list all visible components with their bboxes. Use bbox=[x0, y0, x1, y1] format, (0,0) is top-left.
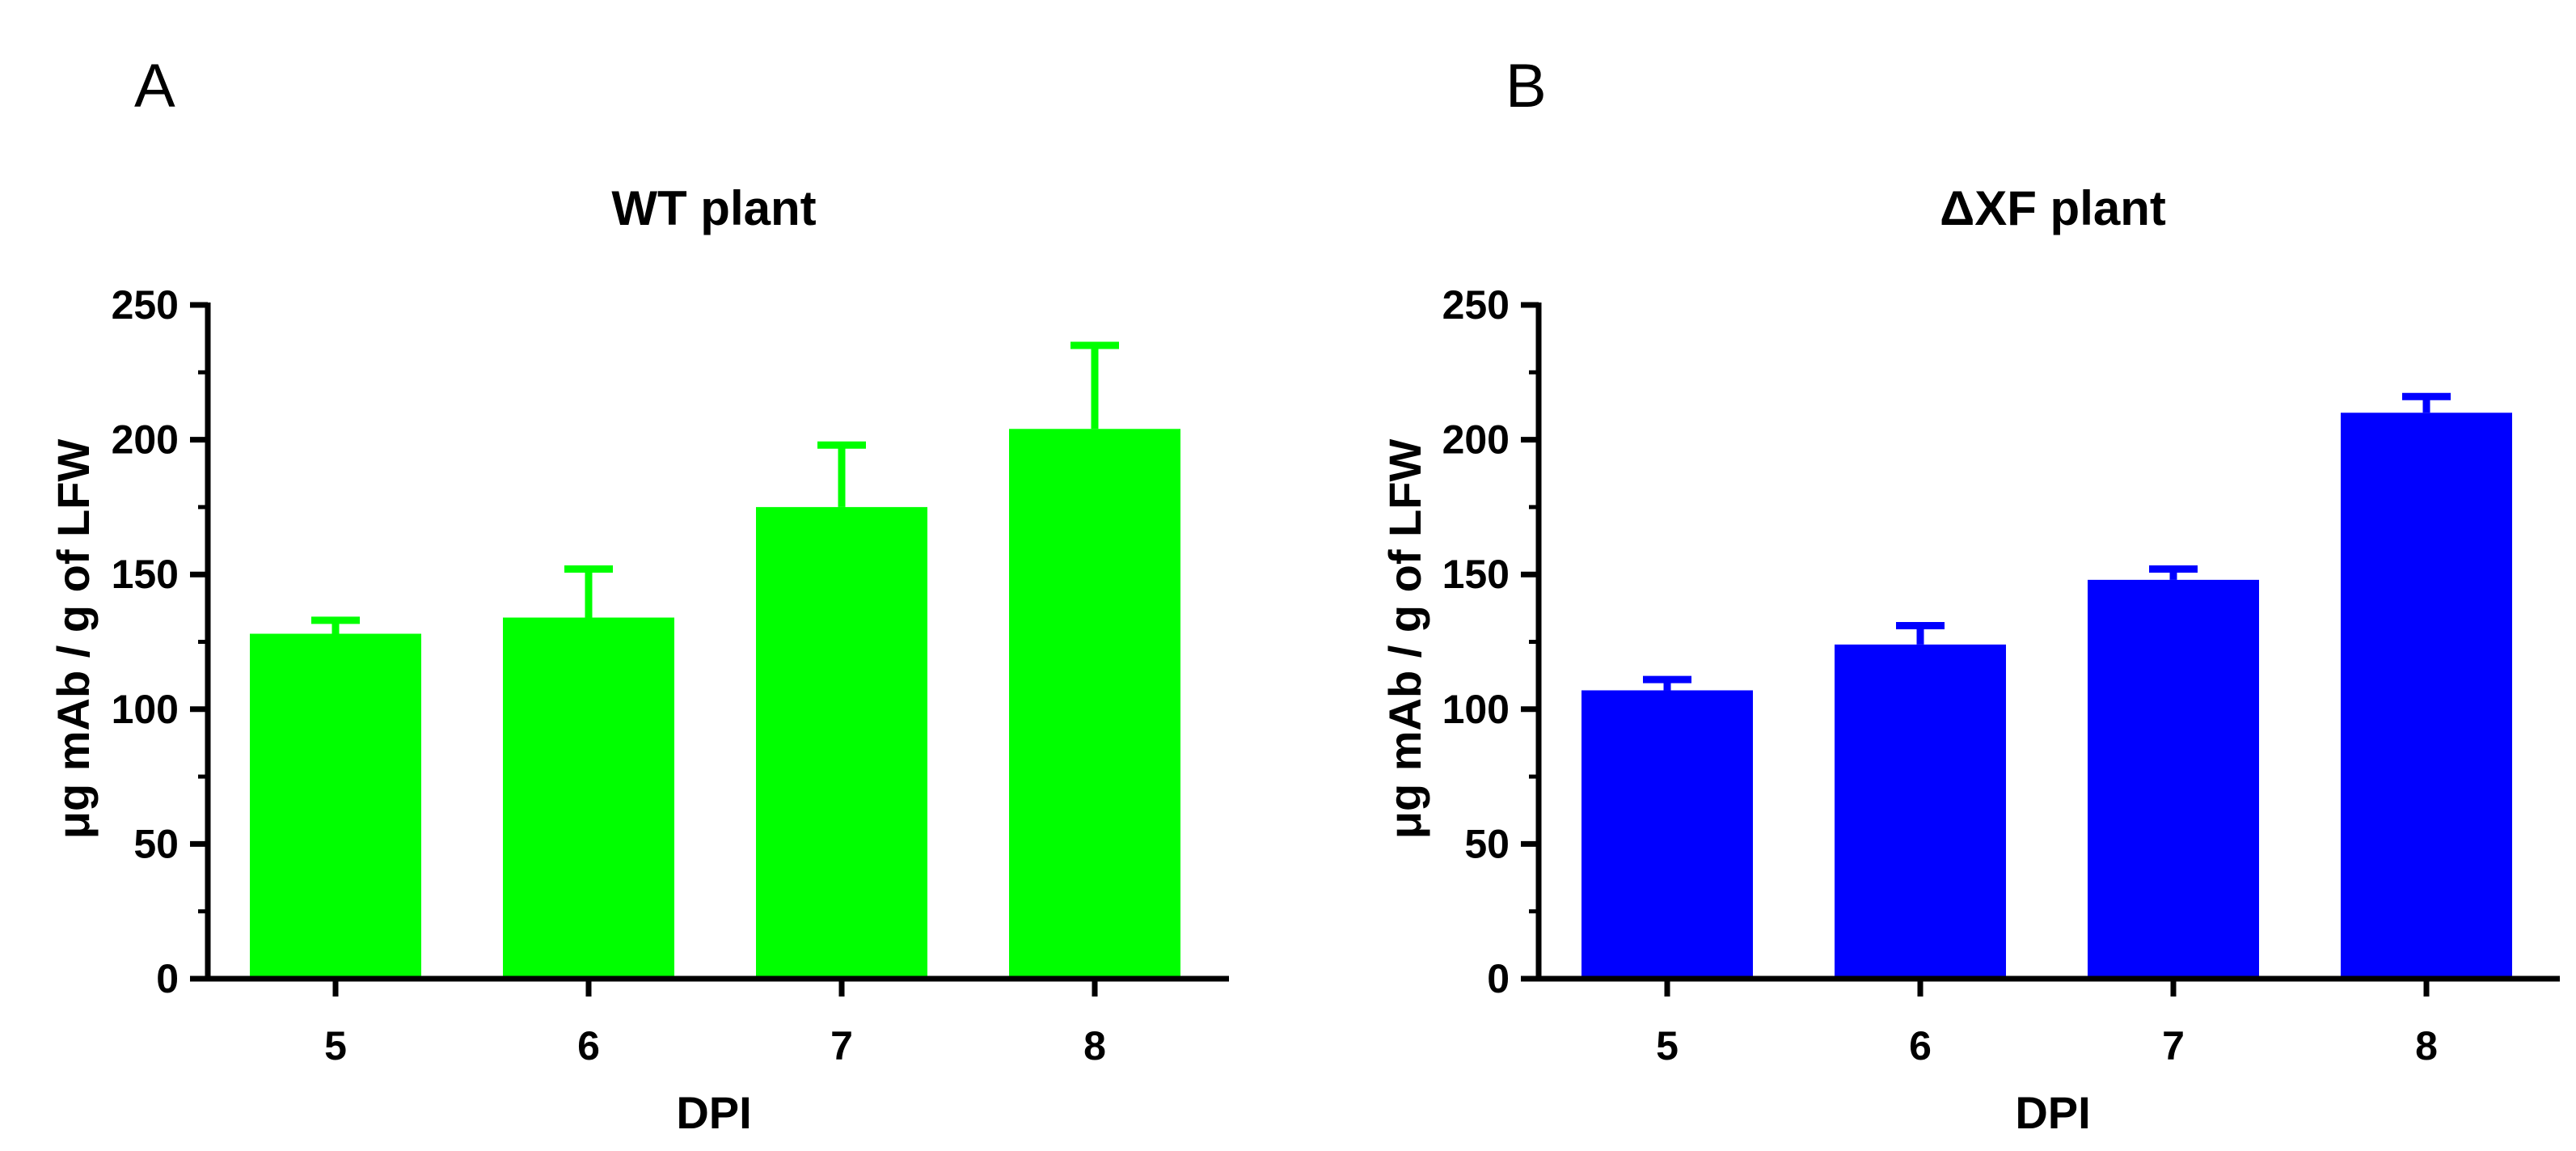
y-tick-label: 50 bbox=[133, 821, 179, 866]
y-tick-label: 150 bbox=[112, 552, 179, 597]
y-tick-label: 0 bbox=[156, 956, 179, 1001]
x-tick-label: 8 bbox=[1083, 1023, 1106, 1068]
y-tick-label: 200 bbox=[112, 417, 179, 463]
bar bbox=[503, 617, 674, 979]
y-tick-label: 200 bbox=[1442, 417, 1510, 463]
bar bbox=[1581, 690, 1753, 979]
chart-title: ΔXF plant bbox=[1940, 181, 2166, 235]
bar bbox=[2341, 413, 2512, 979]
y-tick-label: 250 bbox=[1442, 282, 1510, 328]
y-tick-label: 0 bbox=[1487, 956, 1510, 1001]
panel-letter-b: B bbox=[1505, 52, 1547, 121]
chart-delta-xf-plant: ΔXF plant μg mAb / g of LFW DPI 5 6 7 8 0 50 1… bbox=[1379, 181, 2560, 1138]
y-tick-label: 100 bbox=[1442, 687, 1510, 732]
x-tick-label: 7 bbox=[2162, 1023, 2185, 1068]
x-tick-label: 6 bbox=[1909, 1023, 1932, 1068]
y-tick-label: 150 bbox=[1442, 552, 1510, 597]
bar bbox=[1835, 644, 2006, 979]
bar bbox=[1009, 429, 1180, 979]
x-axis-label: DPI bbox=[2015, 1087, 2090, 1138]
x-tick-label: 5 bbox=[324, 1023, 347, 1068]
chart-wt-plant: WT plant μg mAb / g of LFW DPI 5 6 7 8 0 50 10… bbox=[48, 181, 1229, 1138]
y-tick-label: 100 bbox=[112, 687, 179, 732]
chart-title: WT plant bbox=[611, 181, 816, 235]
bar bbox=[250, 633, 421, 979]
x-tick-label: 7 bbox=[830, 1023, 853, 1068]
x-tick-label: 8 bbox=[2415, 1023, 2438, 1068]
bar bbox=[756, 506, 927, 979]
panel-letter-a: A bbox=[134, 52, 175, 121]
y-axis-label: μg mAb / g of LFW bbox=[48, 439, 99, 840]
x-tick-label: 6 bbox=[577, 1023, 600, 1068]
y-tick-label: 50 bbox=[1464, 821, 1510, 866]
bar bbox=[2088, 579, 2259, 979]
x-tick-label: 5 bbox=[1656, 1023, 1679, 1068]
x-axis-label: DPI bbox=[676, 1087, 751, 1138]
y-tick-label: 250 bbox=[112, 282, 179, 328]
y-axis-label: μg mAb / g of LFW bbox=[1379, 439, 1430, 840]
